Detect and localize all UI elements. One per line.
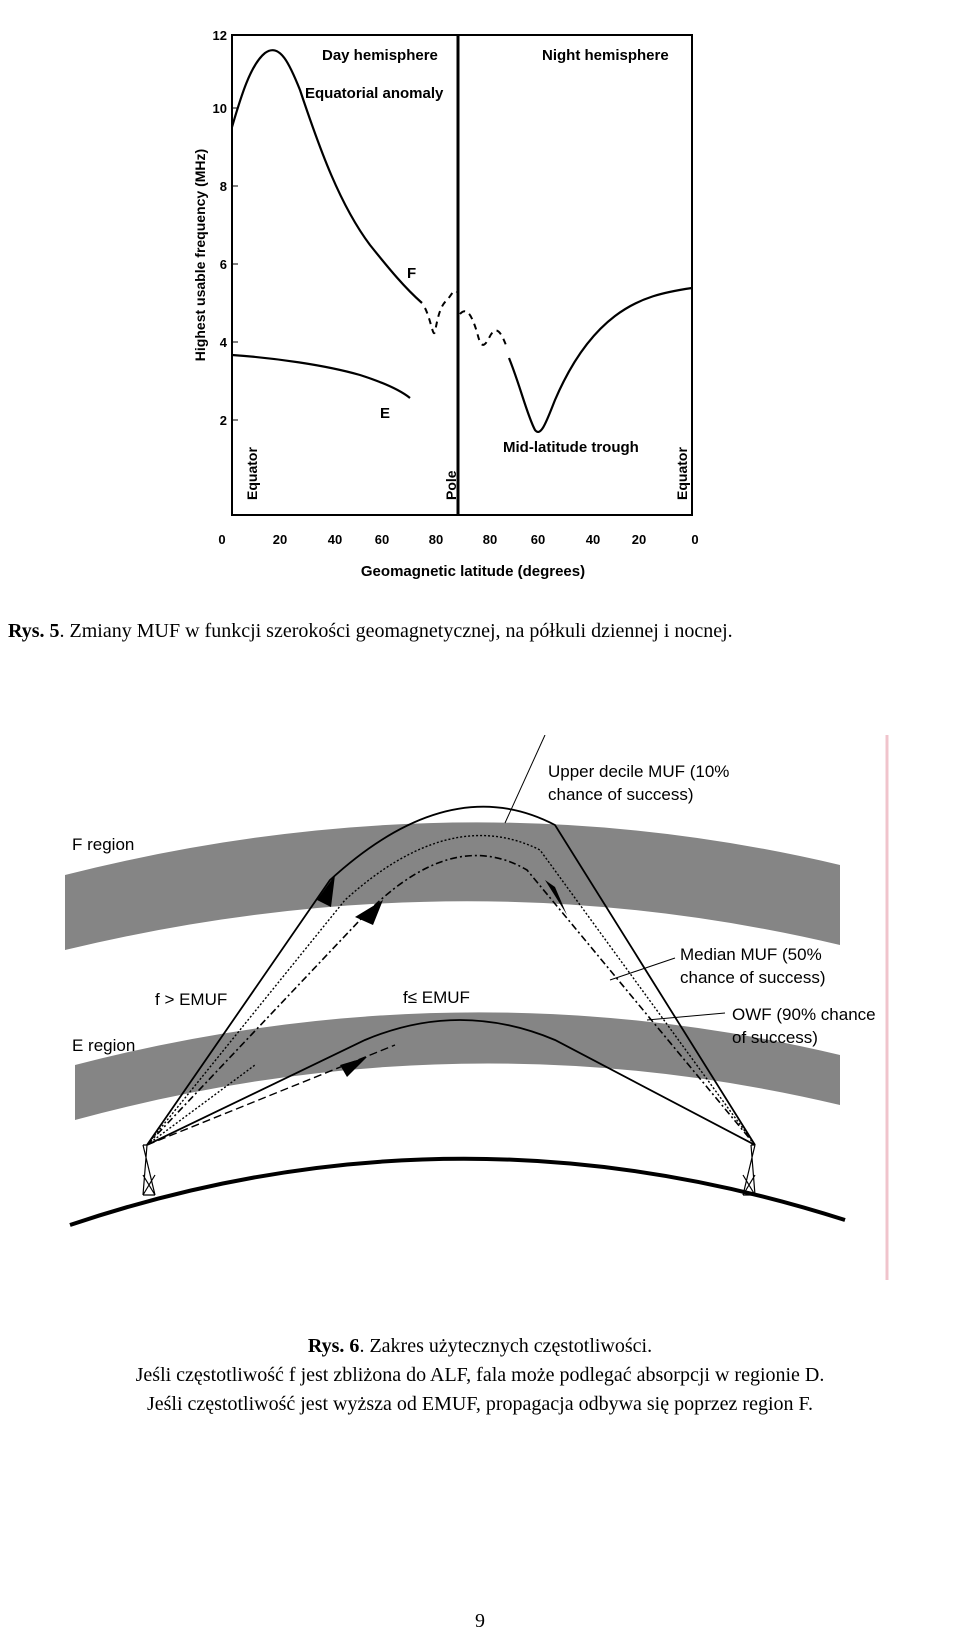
figure-6-label: Rys. 6 (307, 1335, 360, 1357)
xtick: 60 (531, 532, 545, 547)
figure-6-caption: Rys. 6. Zakres użytecznych częstotliwośc… (0, 1335, 960, 1358)
arrow-owf (355, 900, 383, 925)
plot-frame (231, 34, 693, 516)
low-angle-ray (146, 1064, 256, 1146)
trough-label: Mid-latitude trough (503, 439, 639, 456)
arrow-e (340, 1057, 367, 1077)
owf-ray (146, 854, 756, 1146)
f-le-emuf-label: f≤ EMUF (403, 988, 470, 1007)
median-label-2: chance of success) (680, 968, 826, 987)
f-region-curve-day (230, 49, 423, 304)
x-ticks: 0 20 40 60 80 80 60 40 20 0 (218, 532, 698, 547)
figure-6-caption-text: . Zakres użytecznych częstotliwości. (359, 1335, 653, 1357)
xtick: 0 (218, 532, 225, 547)
ytick: 12 (213, 28, 227, 43)
muf-latitude-figure: 2 4 6 8 10 12 0 20 40 60 80 80 60 40 20 … (192, 28, 699, 580)
figure-5-caption: Rys. 5. Zmiany MUF w funkcji szerokości … (8, 620, 733, 643)
x-axis-label: Geomagnetic latitude (degrees) (361, 563, 585, 580)
f-gt-emuf-label: f > EMUF (155, 990, 227, 1009)
equatorial-anomaly-label: Equatorial anomaly (305, 85, 444, 102)
xtick: 20 (632, 532, 646, 547)
upper-decile-label-2: chance of success) (548, 785, 694, 804)
figure-5-caption-text: . Zmiany MUF w funkcji szerokości geomag… (59, 620, 733, 642)
figure-5-label: Rys. 5 (8, 620, 60, 642)
arrow-down-f (545, 880, 567, 915)
equator-right-label: Equator (674, 447, 690, 500)
e-region-label: E region (72, 1036, 135, 1055)
equator-left-label: Equator (244, 447, 260, 500)
owf-leader (646, 1012, 726, 1021)
xtick: 60 (375, 532, 389, 547)
xtick: 40 (586, 532, 600, 547)
xtick: 0 (691, 532, 698, 547)
figure-6-caption-line-2: Jeśli częstotliwość f jest zbliżona do A… (135, 1364, 825, 1386)
page-number: 9 (475, 1610, 485, 1632)
xtick: 80 (429, 532, 443, 547)
ytick: 2 (220, 413, 227, 428)
xtick: 40 (328, 532, 342, 547)
arrow-upper (317, 875, 335, 907)
xtick: 20 (273, 532, 287, 547)
upper-decile-ray (146, 805, 756, 1146)
f-region-label: F region (72, 835, 134, 854)
f-region-dashed-pole (424, 290, 458, 335)
ground-curve (69, 1156, 846, 1227)
ytick: 6 (220, 257, 227, 272)
y-ticks: 2 4 6 8 10 12 (213, 28, 238, 428)
f-region-band (65, 822, 840, 950)
receiver-antenna (742, 1144, 756, 1196)
e-region-curve (231, 353, 411, 399)
useful-frequency-figure: F region E region Upper decile MUF (10% … (65, 735, 889, 1280)
transmitter-antenna (142, 1144, 156, 1196)
figure-6-caption-line-3: Jeśli częstotliwość jest wyższa od EMUF,… (146, 1393, 814, 1415)
owf-label-1: OWF (90% chance (732, 1005, 876, 1024)
night-hemisphere-label: Night hemisphere (542, 47, 669, 64)
e-region-band (75, 1012, 840, 1120)
f-region-dashed-night (459, 310, 508, 349)
f-region-curve-night (507, 286, 693, 433)
f-curve-label: F (407, 265, 416, 282)
owf-label-2: of success) (732, 1028, 818, 1047)
upper-decile-label-1: Upper decile MUF (10% (548, 762, 729, 781)
ytick: 10 (213, 101, 227, 116)
e-curve-label: E (380, 405, 390, 422)
upper-decile-leader (504, 735, 546, 824)
median-ray (146, 834, 756, 1146)
day-hemisphere-label: Day hemisphere (322, 47, 438, 64)
ytick: 8 (220, 179, 227, 194)
xtick: 80 (483, 532, 497, 547)
median-label-1: Median MUF (50% (680, 945, 822, 964)
median-leader (609, 957, 676, 981)
pole-label: Pole (443, 470, 459, 500)
e-layer-ray (146, 1019, 756, 1146)
y-axis-label: Highest usable frequency (MHz) (192, 149, 208, 361)
ytick: 4 (220, 335, 228, 350)
